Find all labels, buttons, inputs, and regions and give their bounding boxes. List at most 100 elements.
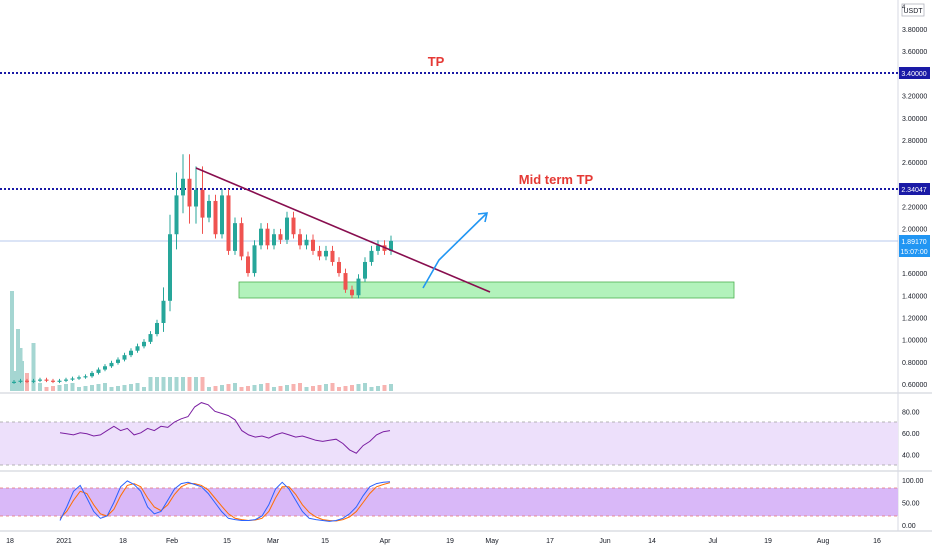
volume-bar [207,387,211,391]
volume-bar [213,386,218,391]
current-price-tag: 1.89170 15:07:00 [899,235,930,257]
candle-body [226,195,231,251]
volume-bar [343,386,348,391]
stoch-tick-label: 100.00 [902,478,924,485]
price-tick-label: 2.20000 [902,205,927,212]
time-tick-label: 14 [648,538,656,545]
volume-bar [291,384,296,391]
volume-bar [239,387,244,391]
price-tick-label: 1.20000 [902,315,927,322]
candle-body [259,228,263,246]
candle-body [278,234,283,240]
tp-price-tag: 3.40000 [899,67,930,79]
volume-bar [174,377,179,391]
price-tick-label: 1.40000 [902,293,927,300]
time-tick-label: Feb [166,538,178,545]
candle-body [207,200,211,218]
volume-bar [350,385,354,391]
candle-body [64,379,68,381]
svg-text:2.34047: 2.34047 [901,187,926,194]
candle-body [25,380,29,382]
time-tick-label: 18 [119,538,127,545]
candle-body [356,278,361,296]
svg-text:1.89170: 1.89170 [901,239,926,246]
projection-arrowhead [477,212,489,223]
time-tick-label: Apr [380,538,392,545]
candle-body [135,346,140,351]
volume-bar [233,383,237,391]
candle-body [12,381,16,383]
candle-body [187,178,192,207]
time-tick-label: Jul [709,538,718,545]
candle-body [122,355,127,360]
volume-bar [77,387,81,391]
volume-bars [10,291,393,391]
volume-bar [382,385,387,391]
candle-body [220,195,224,235]
rsi-axis[interactable]: 80.00 60.00 40.00 [902,409,920,459]
candle-body [194,189,198,207]
price-tick-label: 2.60000 [902,160,927,167]
volume-bar [116,386,120,391]
candle-body [116,359,120,363]
time-tick-label: May [485,538,499,545]
candle-body [161,300,166,323]
volume-bar [155,377,159,391]
volume-bar [330,383,335,391]
volume-bar [90,385,94,391]
time-axis[interactable]: 18 2021 18 Feb 15 Mar 15 Apr 19 May 17 Jun 14 Jul 19 Au… [6,538,881,545]
price-tick-label: 0.60000 [902,382,927,389]
volume-bar [304,387,309,391]
candle-body [343,273,348,290]
volume-bar [259,384,263,391]
stoch-axis[interactable]: 100.00 50.00 0.00 [902,478,924,530]
time-tick-label: 2021 [56,538,72,545]
midterm-price-tag: 2.34047 [899,183,930,195]
volume-bar [142,387,146,391]
price-axis[interactable]: 3.80000 3.60000 3.20000 3.00000 2.80000 2.600… [902,27,927,389]
time-tick-label: Aug [817,538,830,545]
svg-text:15:07:00: 15:07:00 [900,249,927,256]
volume-bar [220,385,224,391]
price-scale-badge: 4 [902,5,906,11]
volume-bar [168,377,172,391]
volume-bar [10,291,14,391]
price-tick-label: 2.00000 [902,227,927,234]
candle-body [31,380,36,382]
candle-body [265,228,270,246]
price-tick-label: 2.80000 [902,138,927,145]
volume-bar [272,387,276,391]
candle-body [252,245,257,274]
candle-body [83,376,88,378]
candle-body [272,234,276,246]
volume-bar [356,384,361,391]
volume-bar [376,386,380,391]
price-tick-label: 1.60000 [902,271,927,278]
volume-bar [103,383,107,391]
rsi-line [59,402,391,454]
rsi-tick-label: 80.00 [902,409,920,416]
descending-trendline[interactable] [195,167,491,293]
time-tick-label: 17 [546,538,554,545]
candle-body [213,200,218,235]
time-tick-label: 16 [873,538,881,545]
candle-body [330,250,335,262]
tp-label: TP [428,54,445,69]
candle-body [298,234,302,246]
candle-body [311,239,315,251]
volume-bar [200,377,205,391]
candle-body [129,350,133,356]
volume-bar [311,386,315,391]
currency-label: USDT [903,8,923,15]
volume-bar [317,385,322,391]
stoch-k-line [59,480,391,522]
volume-bar [246,386,250,391]
currency-badge[interactable]: USDT [901,3,925,17]
volume-bar [31,343,36,391]
volume-bar [265,383,270,391]
volume-bar [369,387,374,391]
candle-body [174,195,179,235]
projection-path[interactable] [422,212,488,289]
volume-bar [363,383,367,391]
